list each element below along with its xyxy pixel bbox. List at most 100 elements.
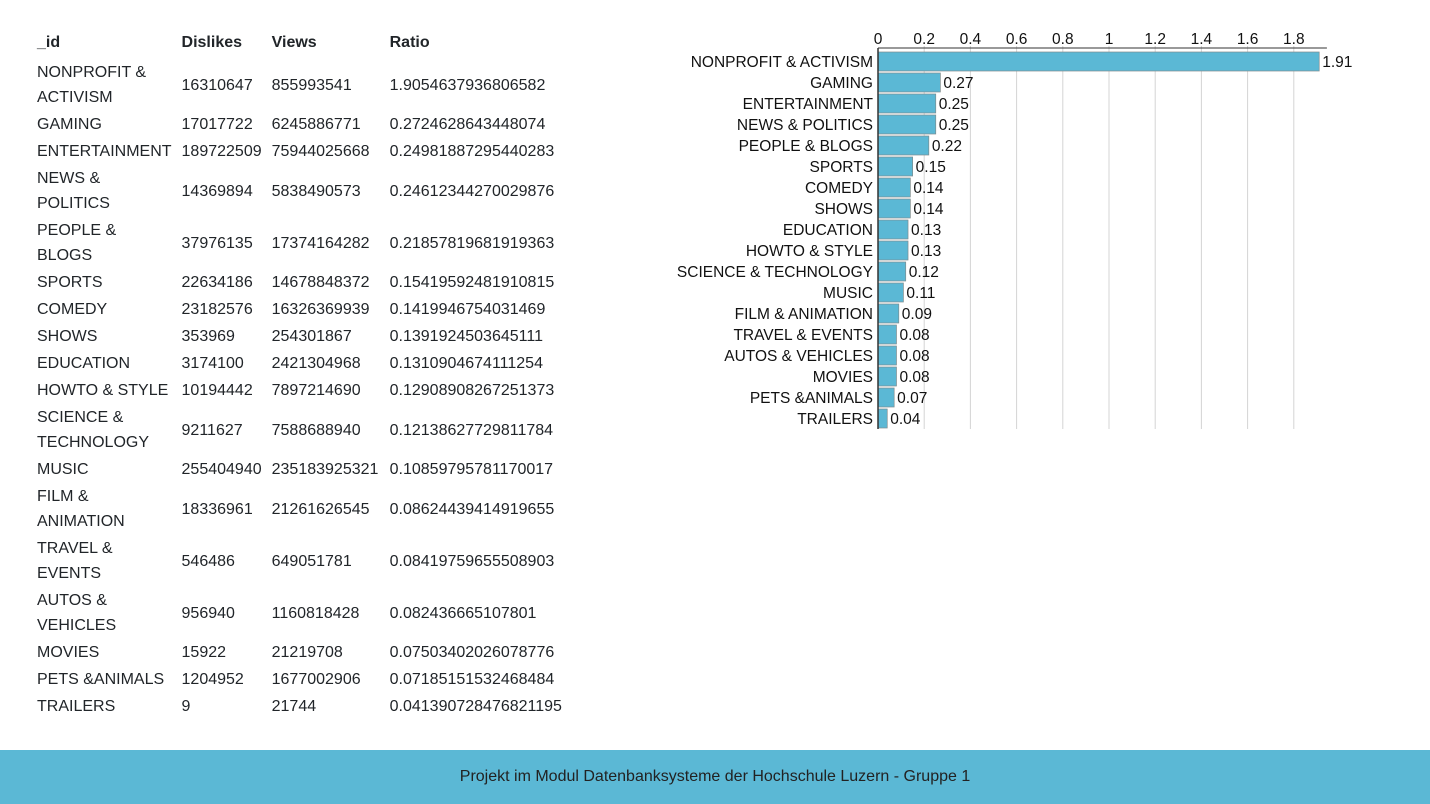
bar — [877, 324, 897, 345]
cell-ratio: 0.10859795781170017 — [389, 461, 554, 478]
cell-id: COMEDY — [37, 301, 108, 318]
cell-id: AUTOS & VEHICLES — [37, 592, 117, 634]
cell-id: EDUCATION — [37, 355, 131, 372]
table-row: GAMING 17017722 6245886771 0.27246286434480… — [32, 111, 567, 138]
value-label: 0.12 — [909, 264, 939, 281]
category-label: SCIENCE & TECHNOLOGY — [677, 264, 873, 281]
bar — [877, 93, 937, 114]
table-row: SCIENCE & TECHNOLOGY 9211627 7588688940 0.1… — [32, 404, 567, 456]
cell-dislikes: 22634186 — [181, 274, 253, 291]
cell-dislikes: 16310647 — [181, 76, 253, 94]
category-label: COMEDY — [805, 180, 873, 197]
cell-ratio: 0.24981887295440283 — [389, 143, 555, 160]
category-label: TRAVEL & EVENTS — [733, 327, 873, 344]
value-label: 0.07 — [897, 390, 927, 407]
cell-id: SCIENCE & TECHNOLOGY — [37, 409, 150, 451]
table-row: MOVIES 15922 21219708 0.07503402026078776 — [32, 639, 567, 666]
cell-views: 21219708 — [271, 644, 343, 661]
bar — [877, 366, 897, 387]
cell-views: 21261626545 — [271, 500, 370, 518]
bar — [877, 72, 941, 93]
cell-id: MUSIC — [37, 461, 89, 478]
cell-id: MOVIES — [37, 644, 100, 661]
cell-ratio: 0.1391924503645111 — [389, 328, 543, 345]
x-tick-label: 1 — [1105, 31, 1114, 48]
cell-id: PEOPLE & BLOGS — [37, 222, 117, 264]
cell-views: 235183925321 — [271, 461, 379, 478]
cell-ratio: 1.9054637936806582 — [389, 76, 546, 94]
value-label: 0.14 — [913, 180, 944, 197]
bar — [877, 408, 888, 429]
value-label: 0.08 — [899, 369, 929, 386]
cell-ratio: 0.2724628643448074 — [389, 116, 546, 133]
table-row: AUTOS & VEHICLES 956940 1160818428 0.082436… — [32, 587, 567, 639]
cell-dislikes: 956940 — [181, 604, 235, 622]
table-row: EDUCATION 3174100 2421304968 0.131090467411… — [32, 350, 567, 377]
col-header-dislikes: Dislikes — [181, 34, 243, 51]
value-label: 0.11 — [906, 285, 935, 302]
bar — [877, 198, 911, 219]
x-tick-label: 0.4 — [960, 31, 982, 48]
cell-id: FILM & ANIMATION — [37, 488, 125, 530]
cell-dislikes: 189722509 — [181, 143, 262, 160]
category-label: SHOWS — [814, 201, 873, 218]
cell-views: 855993541 — [271, 76, 352, 94]
x-tick-label: 1.6 — [1237, 31, 1259, 48]
category-label: NEWS & POLITICS — [737, 117, 873, 134]
cell-dislikes: 14369894 — [181, 182, 253, 200]
col-header-id: _id — [37, 34, 61, 51]
cell-id: SHOWS — [37, 328, 98, 345]
cell-id: TRAVEL & EVENTS — [37, 540, 113, 582]
bar — [877, 156, 914, 177]
bar — [877, 303, 900, 324]
table-row: PEOPLE & BLOGS 37976135 17374164282 0.21857… — [32, 217, 567, 269]
cell-views: 5838490573 — [271, 182, 361, 200]
cell-views: 7897214690 — [271, 382, 361, 399]
ratio-bar-chart-container: 0 0.2 0.4 0.6 0.8 1 1.2 1.4 1.6 1.8 NONPROFIT & AC… — [660, 22, 1380, 447]
category-label: GAMING — [810, 75, 873, 92]
col-header-views: Views — [271, 34, 317, 51]
bar — [877, 114, 937, 135]
cell-views: 6245886771 — [271, 116, 361, 133]
cell-dislikes: 546486 — [181, 552, 235, 570]
cell-ratio: 0.1310904674111254 — [389, 355, 543, 372]
x-tick-label: 0 — [874, 31, 883, 48]
value-label: 0.25 — [939, 117, 969, 134]
cell-dislikes: 17017722 — [181, 116, 253, 133]
cell-ratio: 0.21857819681919363 — [389, 234, 555, 252]
x-tick-label: 1.2 — [1144, 31, 1166, 48]
cell-dislikes: 23182576 — [181, 301, 253, 318]
cell-views: 2421304968 — [271, 355, 361, 372]
table-row: TRAILERS 9 21744 0.041390728476821195 — [32, 693, 567, 720]
bar — [877, 345, 897, 366]
cell-id: SPORTS — [37, 274, 103, 291]
bar — [877, 135, 930, 156]
value-label: 0.25 — [939, 96, 969, 113]
value-label: 0.13 — [911, 222, 941, 239]
bar — [877, 282, 904, 303]
value-label: 0.04 — [890, 411, 921, 428]
cell-ratio: 0.24612344270029876 — [389, 182, 555, 200]
table-row: PETS &ANIMALS 1204952 1677002906 0.07185151… — [32, 666, 567, 693]
value-label: 0.22 — [932, 138, 962, 155]
table-row: HOWTO & STYLE 10194442 7897214690 0.1290890… — [32, 377, 567, 404]
category-label: HOWTO & STYLE — [746, 243, 873, 260]
cell-dislikes: 10194442 — [181, 382, 253, 399]
x-tick-label: 0.2 — [913, 31, 935, 48]
cell-dislikes: 353969 — [181, 328, 235, 345]
x-tick-label: 0.6 — [1006, 31, 1028, 48]
data-table-container: _id Dislikes Views Ratio NONPROFIT & ACT… — [32, 30, 567, 720]
category-label: NONPROFIT & ACTIVISM — [691, 54, 873, 71]
cell-ratio: 0.12138627729811784 — [389, 421, 554, 439]
cell-ratio: 0.07503402026078776 — [389, 644, 555, 661]
bar — [877, 51, 1320, 72]
bar — [877, 261, 907, 282]
cell-id: GAMING — [37, 116, 102, 133]
cell-id: PETS &ANIMALS — [37, 671, 165, 688]
table-row: TRAVEL & EVENTS 546486 649051781 0.08419759… — [32, 535, 567, 587]
cell-dislikes: 9 — [181, 698, 191, 715]
x-tick-label: 0.8 — [1052, 31, 1074, 48]
cell-dislikes: 3174100 — [181, 355, 244, 372]
cell-id: ENTERTAINMENT — [37, 143, 172, 160]
value-label: 1.91 — [1322, 54, 1352, 71]
